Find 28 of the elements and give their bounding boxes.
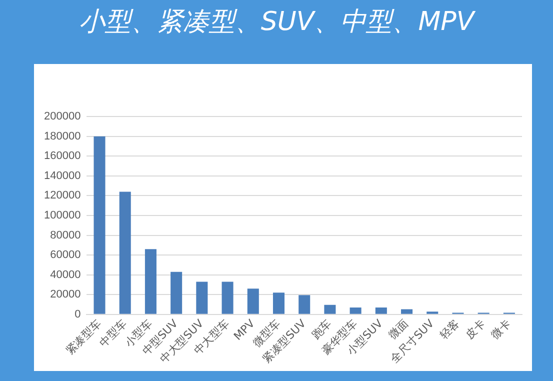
bar [324,304,336,314]
bar [247,288,259,314]
bar [375,307,387,314]
bar [196,282,208,314]
y-tick-label: 100000 [44,210,81,222]
y-tick-label: 120000 [44,190,81,202]
bar [401,309,413,314]
y-tick-label: 40000 [50,268,81,281]
y-tick-label: 60000 [50,249,81,262]
y-tick-label: 180000 [44,130,81,142]
y-tick-label: 160000 [44,150,81,162]
bar [94,136,106,314]
bar [298,295,310,314]
y-tick-label: 140000 [44,170,81,182]
chart-title: 小型、紧凑型、SUV、中型、MPV [78,6,476,39]
y-tick-label: 200000 [44,110,81,123]
x-tick-label: 微卡 [488,317,514,342]
y-tick-label: 80000 [50,229,81,242]
bar [144,249,156,314]
x-tick-label: 皮卡 [462,317,488,342]
bar [272,292,285,314]
bar [119,192,131,314]
bar [222,282,234,314]
x-tick-label: 轻客 [437,317,462,342]
bar [350,307,362,314]
bar [170,272,182,314]
y-tick-label: 20000 [50,288,81,301]
y-tick-label: 0 [74,308,81,320]
